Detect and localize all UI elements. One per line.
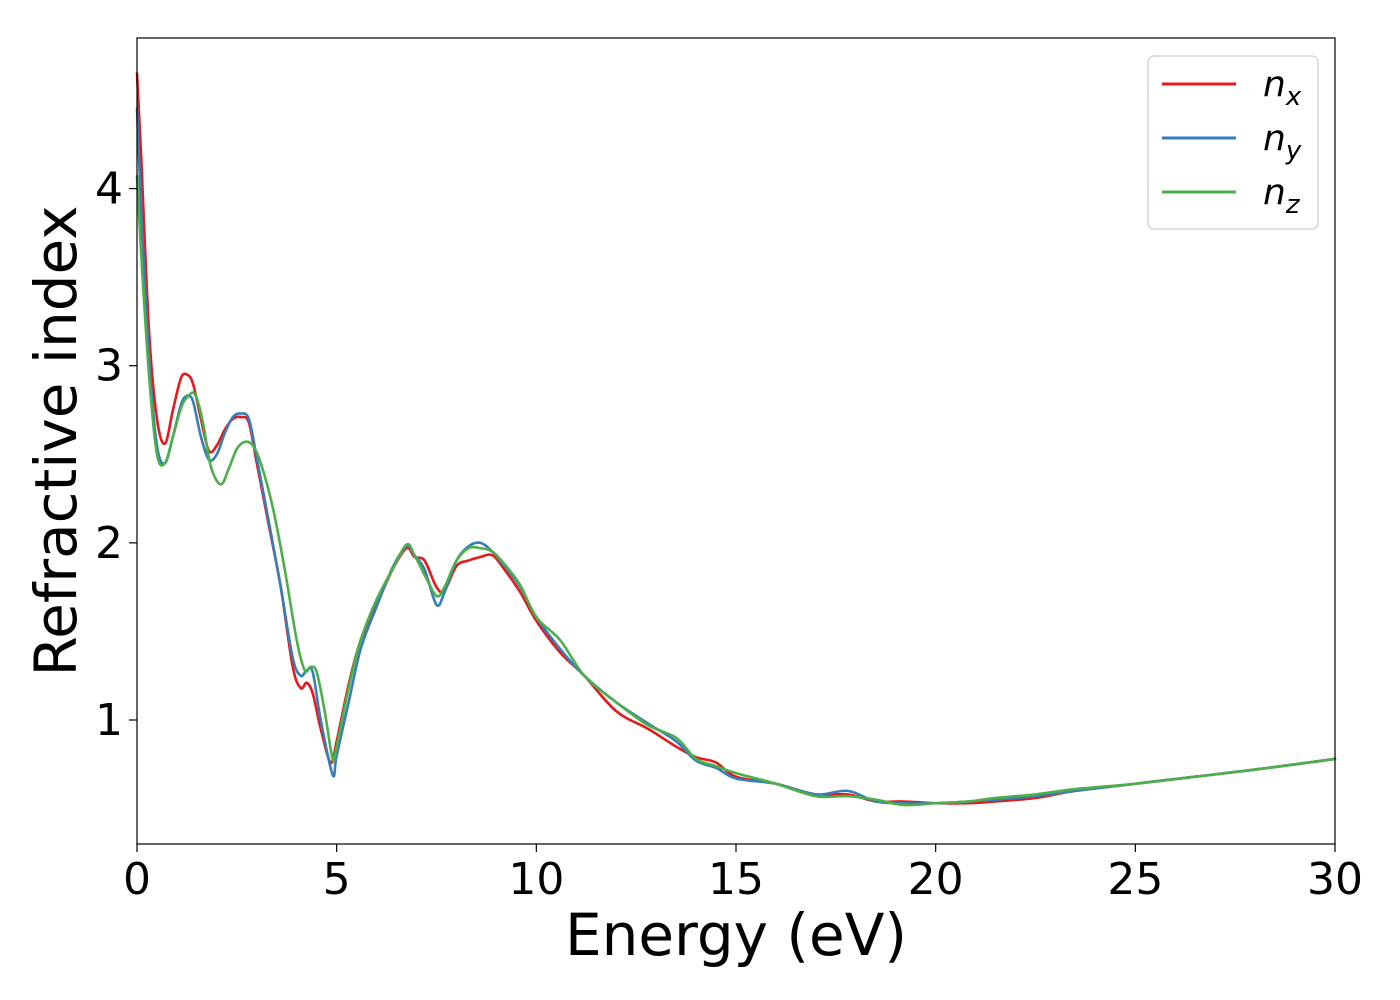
series-layer	[135, 72, 1337, 807]
x-tick-label: 5	[323, 854, 351, 905]
y-axis-label: Refractive index	[22, 205, 90, 676]
y-axis-ticks: 1 2 3 4	[95, 164, 137, 746]
x-tick-label: 20	[908, 854, 964, 905]
x-tick-label: 25	[1107, 854, 1163, 905]
plot-background	[137, 38, 1335, 844]
x-axis-label: Energy (eV)	[565, 901, 907, 969]
y-tick-label: 3	[95, 341, 123, 392]
legend-label-nz: nz	[1263, 172, 1301, 220]
legend-label-base: n	[1263, 172, 1286, 213]
y-tick-label: 1	[95, 695, 123, 746]
y-tick-label: 4	[95, 164, 123, 215]
legend-label-base: n	[1263, 64, 1286, 105]
x-tick-label: 15	[708, 854, 764, 905]
x-axis-ticks: 0 5 10 15 20 25 30	[123, 844, 1363, 905]
legend-label-ny: ny	[1263, 118, 1302, 166]
legend-label-nx: nx	[1263, 64, 1302, 112]
legend-box	[1147, 55, 1319, 230]
x-tick-label: 10	[508, 854, 564, 905]
legend-label-subscript: y	[1285, 136, 1302, 166]
legend-label-subscript: x	[1285, 82, 1302, 112]
y-tick-label: 2	[95, 518, 123, 569]
legend-label-subscript: z	[1285, 190, 1301, 220]
legend-label-base: n	[1263, 118, 1286, 159]
x-tick-label: 0	[123, 854, 151, 905]
series-line-nz	[135, 174, 1337, 807]
x-tick-label: 30	[1307, 854, 1363, 905]
